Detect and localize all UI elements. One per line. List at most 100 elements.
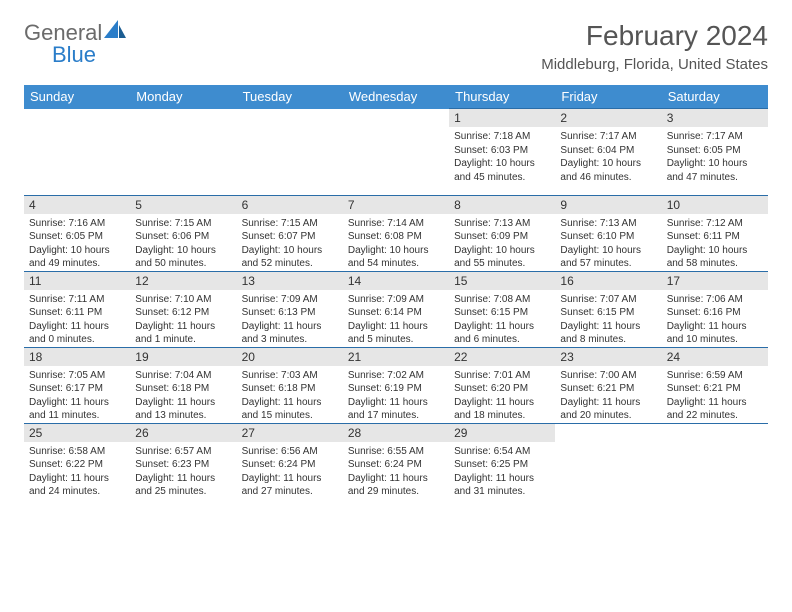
day-number: 19 [130,348,236,366]
calendar-week: 11Sunrise: 7:11 AMSunset: 6:11 PMDayligh… [24,271,768,347]
empty-cell [555,423,661,510]
day-cell: 25Sunrise: 6:58 AMSunset: 6:22 PMDayligh… [24,423,130,510]
day-number: 6 [237,196,343,214]
sunrise-text: Sunrise: 7:06 AM [667,293,763,307]
sunrise-text: Sunrise: 7:15 AM [242,217,338,231]
sunset-text: Sunset: 6:06 PM [135,230,231,244]
day-number: 16 [555,272,661,290]
day-number: 3 [662,109,768,127]
month-title: February 2024 [541,20,768,52]
day-number: 20 [237,348,343,366]
empty-cell [24,109,130,196]
day-number: 10 [662,196,768,214]
day-cell: 1Sunrise: 7:18 AMSunset: 6:03 PMDaylight… [449,109,555,196]
day-details: Sunrise: 7:17 AMSunset: 6:04 PMDaylight:… [555,127,661,184]
day-number: 12 [130,272,236,290]
day-details: Sunrise: 6:54 AMSunset: 6:25 PMDaylight:… [449,442,555,499]
day-cell: 7Sunrise: 7:14 AMSunset: 6:08 PMDaylight… [343,195,449,271]
location: Middleburg, Florida, United States [541,56,768,73]
day-details: Sunrise: 7:01 AMSunset: 6:20 PMDaylight:… [449,366,555,423]
sunrise-text: Sunrise: 7:15 AM [135,217,231,231]
sunset-text: Sunset: 6:20 PM [454,382,550,396]
empty-cell [343,109,449,196]
day-cell: 4Sunrise: 7:16 AMSunset: 6:05 PMDaylight… [24,195,130,271]
empty-cell [237,109,343,196]
day-cell: 16Sunrise: 7:07 AMSunset: 6:15 PMDayligh… [555,271,661,347]
daylight-text-1: Daylight: 10 hours [560,157,656,171]
day-details: Sunrise: 7:09 AMSunset: 6:14 PMDaylight:… [343,290,449,347]
daylight-text-1: Daylight: 11 hours [29,320,125,334]
sunset-text: Sunset: 6:22 PM [29,458,125,472]
day-header: Sunday [24,85,130,109]
day-header: Saturday [662,85,768,109]
day-cell: 27Sunrise: 6:56 AMSunset: 6:24 PMDayligh… [237,423,343,510]
sunrise-text: Sunrise: 7:10 AM [135,293,231,307]
day-header: Tuesday [237,85,343,109]
calendar-header-row: SundayMondayTuesdayWednesdayThursdayFrid… [24,85,768,109]
daylight-text-2: and 31 minutes. [454,485,550,499]
day-details: Sunrise: 6:59 AMSunset: 6:21 PMDaylight:… [662,366,768,423]
sunrise-text: Sunrise: 7:17 AM [560,130,656,144]
day-number: 8 [449,196,555,214]
daylight-text-1: Daylight: 11 hours [242,472,338,486]
day-details: Sunrise: 7:15 AMSunset: 6:06 PMDaylight:… [130,214,236,271]
daylight-text-2: and 54 minutes. [348,257,444,271]
sunrise-text: Sunrise: 7:16 AM [29,217,125,231]
sunrise-text: Sunrise: 7:09 AM [348,293,444,307]
daylight-text-2: and 49 minutes. [29,257,125,271]
sunrise-text: Sunrise: 6:55 AM [348,445,444,459]
empty-cell [130,109,236,196]
daylight-text-2: and 5 minutes. [348,333,444,347]
day-number: 2 [555,109,661,127]
sunset-text: Sunset: 6:15 PM [560,306,656,320]
day-cell: 21Sunrise: 7:02 AMSunset: 6:19 PMDayligh… [343,347,449,423]
day-number: 22 [449,348,555,366]
sunrise-text: Sunrise: 7:02 AM [348,369,444,383]
sunset-text: Sunset: 6:21 PM [560,382,656,396]
day-details: Sunrise: 7:16 AMSunset: 6:05 PMDaylight:… [24,214,130,271]
logo-sail-icon [104,20,126,45]
daylight-text-1: Daylight: 10 hours [348,244,444,258]
day-cell: 23Sunrise: 7:00 AMSunset: 6:21 PMDayligh… [555,347,661,423]
sunrise-text: Sunrise: 7:00 AM [560,369,656,383]
day-details: Sunrise: 7:15 AMSunset: 6:07 PMDaylight:… [237,214,343,271]
day-details: Sunrise: 7:12 AMSunset: 6:11 PMDaylight:… [662,214,768,271]
sunrise-text: Sunrise: 7:18 AM [454,130,550,144]
daylight-text-2: and 10 minutes. [667,333,763,347]
day-cell: 17Sunrise: 7:06 AMSunset: 6:16 PMDayligh… [662,271,768,347]
day-cell: 8Sunrise: 7:13 AMSunset: 6:09 PMDaylight… [449,195,555,271]
daylight-text-2: and 8 minutes. [560,333,656,347]
daylight-text-1: Daylight: 11 hours [242,320,338,334]
sunrise-text: Sunrise: 6:58 AM [29,445,125,459]
day-number: 17 [662,272,768,290]
daylight-text-2: and 58 minutes. [667,257,763,271]
sunrise-text: Sunrise: 7:01 AM [454,369,550,383]
sunset-text: Sunset: 6:03 PM [454,144,550,158]
day-details: Sunrise: 6:55 AMSunset: 6:24 PMDaylight:… [343,442,449,499]
day-details: Sunrise: 7:18 AMSunset: 6:03 PMDaylight:… [449,127,555,184]
sunset-text: Sunset: 6:05 PM [667,144,763,158]
day-number: 25 [24,424,130,442]
day-number: 29 [449,424,555,442]
day-details: Sunrise: 7:03 AMSunset: 6:18 PMDaylight:… [237,366,343,423]
sunrise-text: Sunrise: 6:54 AM [454,445,550,459]
day-details: Sunrise: 6:58 AMSunset: 6:22 PMDaylight:… [24,442,130,499]
day-number: 9 [555,196,661,214]
daylight-text-2: and 25 minutes. [135,485,231,499]
day-cell: 18Sunrise: 7:05 AMSunset: 6:17 PMDayligh… [24,347,130,423]
day-cell: 29Sunrise: 6:54 AMSunset: 6:25 PMDayligh… [449,423,555,510]
daylight-text-1: Daylight: 11 hours [454,472,550,486]
daylight-text-2: and 15 minutes. [242,409,338,423]
day-details: Sunrise: 7:06 AMSunset: 6:16 PMDaylight:… [662,290,768,347]
daylight-text-1: Daylight: 11 hours [560,320,656,334]
sunset-text: Sunset: 6:24 PM [348,458,444,472]
calendar-page: GeneralBlue February 2024 Middleburg, Fl… [0,0,792,530]
daylight-text-2: and 20 minutes. [560,409,656,423]
day-number: 27 [237,424,343,442]
calendar-week: 18Sunrise: 7:05 AMSunset: 6:17 PMDayligh… [24,347,768,423]
day-number: 11 [24,272,130,290]
sunset-text: Sunset: 6:04 PM [560,144,656,158]
daylight-text-1: Daylight: 11 hours [667,320,763,334]
sunset-text: Sunset: 6:15 PM [454,306,550,320]
day-details: Sunrise: 7:14 AMSunset: 6:08 PMDaylight:… [343,214,449,271]
